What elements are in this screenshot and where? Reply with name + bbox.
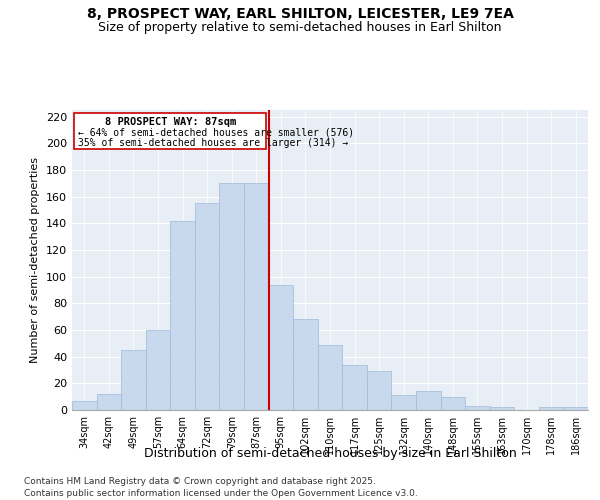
Bar (539, 408, 563, 410)
Text: ← 64% of semi-detached houses are smaller (576): ← 64% of semi-detached houses are smalle… (78, 128, 354, 138)
Bar (342, 364, 367, 410)
Bar (121, 350, 146, 410)
Bar (220, 184, 244, 410)
Bar (269, 284, 293, 410)
Y-axis label: Number of semi-detached properties: Number of semi-detached properties (31, 157, 40, 363)
Text: 35% of semi-detached houses are larger (314) →: 35% of semi-detached houses are larger (… (78, 138, 349, 148)
Bar (367, 372, 391, 410)
Bar (465, 406, 490, 410)
Text: 8, PROSPECT WAY, EARL SHILTON, LEICESTER, LE9 7EA: 8, PROSPECT WAY, EARL SHILTON, LEICESTER… (86, 8, 514, 22)
Text: 8 PROSPECT WAY: 87sqm: 8 PROSPECT WAY: 87sqm (104, 116, 236, 126)
Bar (416, 392, 440, 410)
Bar (490, 408, 514, 410)
Bar (318, 344, 342, 410)
Bar (97, 394, 121, 410)
Bar (244, 184, 269, 410)
Bar (170, 220, 195, 410)
Text: Size of property relative to semi-detached houses in Earl Shilton: Size of property relative to semi-detach… (98, 21, 502, 34)
Text: Contains public sector information licensed under the Open Government Licence v3: Contains public sector information licen… (24, 489, 418, 498)
Text: Contains HM Land Registry data © Crown copyright and database right 2025.: Contains HM Land Registry data © Crown c… (24, 478, 376, 486)
Text: Distribution of semi-detached houses by size in Earl Shilton: Distribution of semi-detached houses by … (143, 448, 517, 460)
Bar (293, 320, 318, 410)
FancyBboxPatch shape (74, 112, 266, 148)
Bar (391, 396, 416, 410)
Bar (195, 204, 220, 410)
Bar (563, 408, 588, 410)
Bar (440, 396, 465, 410)
Bar (72, 400, 97, 410)
Bar (146, 330, 170, 410)
